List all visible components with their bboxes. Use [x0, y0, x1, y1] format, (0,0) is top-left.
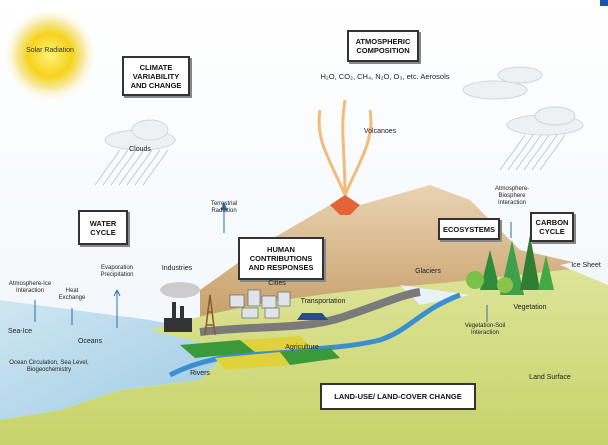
volcano-crater — [330, 195, 360, 215]
label: Terrestrial Radiation — [210, 201, 238, 214]
label: Rivers — [190, 370, 210, 377]
box-label: CLIMATE VARIABILITY AND CHANGE — [122, 56, 190, 96]
car — [297, 313, 328, 320]
sun — [2, 7, 98, 103]
road — [199, 288, 421, 336]
label: Clouds — [129, 146, 151, 153]
river — [168, 292, 461, 378]
label: Sea-Ice — [7, 328, 33, 335]
box-label: LAND-USE/ LAND-COVER CHANGE — [320, 383, 476, 410]
eruption — [317, 99, 373, 196]
label: Cities — [268, 280, 286, 287]
label: Volcanoes — [363, 128, 397, 135]
label: Evaporation Precipitation — [100, 265, 134, 278]
label: Land Surface — [529, 374, 571, 381]
box-label: ECOSYSTEMS — [438, 218, 500, 240]
tower — [204, 294, 216, 336]
label: H₂O, CO₂, CH₄, N₂O, O₃, etc. Aerosols — [320, 72, 450, 81]
label: Ice Sheet — [571, 262, 601, 269]
label: Ocean Circulation, Sea Level, Biogeochem… — [9, 360, 89, 373]
fields — [180, 336, 340, 370]
label: Industries — [161, 265, 193, 272]
forest — [466, 235, 554, 295]
arrows — [34, 201, 512, 328]
label: Transportation — [300, 298, 346, 305]
label: Glaciers — [415, 268, 441, 275]
box-label: HUMAN CONTRIBUTIONS AND RESPONSES — [238, 237, 324, 280]
label: Agriculture — [285, 344, 319, 351]
label: Heat Exchange — [58, 288, 86, 301]
corner — [600, 0, 608, 6]
label: Vegetation — [513, 304, 547, 311]
factory — [160, 282, 200, 332]
label: Vegetation-Soil Interaction — [464, 323, 506, 336]
label: Atmosphere-Ice Interaction — [8, 281, 52, 294]
box-label: CARBON CYCLE — [530, 212, 574, 242]
label: Oceans — [77, 338, 103, 345]
label: Solar Radiation — [26, 47, 74, 54]
label: Atmosphere-Biosphere Interaction — [494, 186, 530, 206]
city — [229, 289, 291, 319]
ice-sheet — [560, 255, 608, 285]
box-label: ATMOSPHERIC COMPOSITION — [347, 30, 419, 62]
box-label: WATER CYCLE — [78, 210, 128, 245]
rain — [94, 134, 566, 186]
clouds — [104, 66, 584, 151]
